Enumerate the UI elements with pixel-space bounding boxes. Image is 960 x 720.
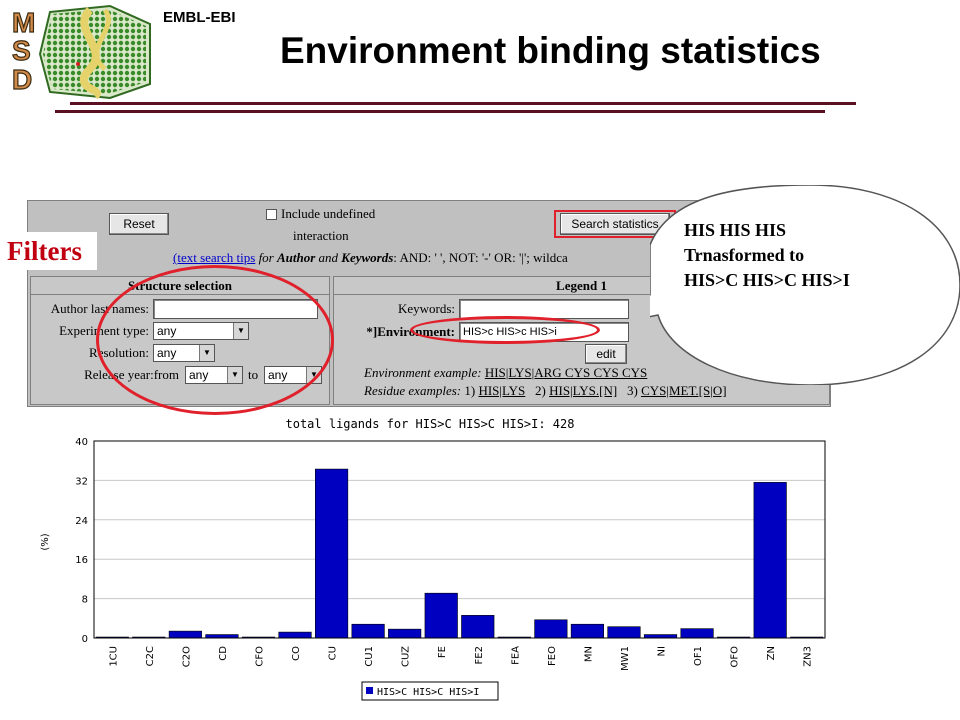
chart-bars [95, 468, 824, 639]
msd-logo: M S D [11, 4, 151, 99]
chart-plot-frame [93, 440, 826, 639]
res-ex2-num: 2) [535, 383, 546, 398]
x-tick-label: CO [291, 646, 302, 661]
bubble-text: HIS HIS HIS Trnasformed to HIS>C HIS>C H… [684, 218, 850, 293]
page-title: Environment binding statistics [280, 30, 821, 71]
logo-letter-d: D [12, 64, 32, 95]
bar-of1 [680, 628, 714, 639]
search-statistics-button[interactable]: Search statistics [560, 213, 670, 235]
include-undefined-label: Include undefined [281, 206, 376, 221]
bar-fe [424, 592, 458, 639]
bar-cd [205, 634, 239, 639]
x-tick-label: NI [657, 646, 668, 656]
title-rule-bottom [55, 110, 825, 113]
x-tick-label: C2C [145, 646, 156, 666]
y-tick-label: 24 [75, 516, 88, 527]
res-ex1-num: 1) [464, 383, 476, 398]
search-tips-line: (text search tips for Author and Keyword… [173, 250, 568, 266]
res-examples-label: Residue examples: [364, 383, 462, 398]
x-tick-label: OF1 [693, 646, 704, 666]
text-search-tips-link[interactable]: (text search tips [173, 250, 256, 265]
y-tick-label: 16 [75, 555, 88, 566]
x-tick-label: FEA [510, 646, 521, 665]
residue-examples: Residue examples: 1) HIS|LYS 2) HIS|LYS.… [364, 383, 727, 399]
bar-ni [643, 634, 678, 639]
bubble-line-3: HIS>C HIS>C HIS>I [684, 270, 850, 290]
x-tick-label: CD [218, 646, 229, 661]
res-ex1: HIS|LYS [478, 383, 526, 398]
res-ex3: CYS|MET.[S|O] [641, 383, 727, 398]
chart-x-ticks: 1CU C2C C2O CD CFO CO CU CU1 CUZ FE FE2 FEA FEO MN MW1… [108, 646, 813, 671]
legend-swatch [366, 687, 373, 694]
x-tick-label: 1CU [108, 646, 119, 667]
y-tick-label: 8 [82, 595, 88, 606]
bar-cu [314, 468, 349, 639]
x-tick-label: CUZ [401, 646, 412, 667]
chart-legend: HIS>C HIS>C HIS>I [361, 681, 499, 701]
org-name: EMBL-EBI [163, 9, 236, 26]
chart-title: total ligands for HIS>C HIS>C HIS>I: 428 [286, 417, 575, 431]
tips-author: Author [276, 250, 316, 265]
bar-feo [534, 619, 568, 639]
bar-fe2 [461, 615, 495, 639]
x-tick-label: ZN [766, 646, 777, 660]
bar-mw1 [607, 626, 641, 639]
bar-cuz [388, 628, 422, 639]
x-tick-label: CFO [254, 646, 265, 667]
y-tick-label: 32 [75, 476, 88, 487]
legend-box-frame [361, 681, 499, 701]
bar-zn [753, 482, 787, 639]
bar-cu1 [351, 623, 385, 639]
filters-callout: Filters [3, 232, 97, 270]
x-tick-label: OFO [730, 646, 741, 668]
x-tick-label: MN [583, 646, 594, 662]
filters-highlight-ring [96, 265, 334, 415]
y-tick-label: 0 [82, 634, 88, 645]
environment-highlight-ring [410, 316, 600, 344]
x-tick-label: FEO [547, 646, 558, 666]
logo-letter-m: M [12, 7, 35, 38]
reset-button[interactable]: Reset [109, 213, 169, 235]
res-ex2: HIS|LYS.[N] [549, 383, 618, 398]
bar-c2o [168, 630, 202, 639]
include-undefined-label-2: interaction [293, 228, 349, 243]
bar-co [278, 631, 312, 639]
ligand-bar-chart: total ligands for HIS>C HIS>C HIS>I: 428… [40, 417, 826, 701]
x-tick-label: CU [328, 646, 339, 660]
res-ex3-num: 3) [626, 383, 638, 398]
include-undefined-checkbox[interactable] [266, 209, 277, 220]
bubble-line-1: HIS HIS HIS [684, 220, 787, 240]
x-tick-label: MW1 [620, 646, 631, 671]
x-tick-label: ZN3 [803, 646, 814, 667]
x-tick-label: FE [437, 646, 448, 658]
keywords-label: Keywords: [397, 301, 455, 316]
x-tick-label: FE2 [474, 646, 485, 664]
tips-rest: : AND: ' ', NOT: '-' OR: '|'; wildca [393, 250, 568, 265]
bubble-line-2: Trnasformed to [684, 245, 805, 265]
tips-for: for [255, 250, 277, 265]
tips-and: and [315, 250, 342, 265]
bar-mn [570, 623, 605, 639]
x-tick-label: C2O [181, 646, 192, 667]
tips-keywords: Keywords [341, 250, 394, 265]
edit-button[interactable]: edit [585, 344, 627, 364]
chart-y-label: (%) [40, 533, 51, 550]
title-rule-top [70, 102, 856, 105]
y-tick-label: 40 [75, 437, 88, 448]
chart-y-ticks: 0 8 16 24 32 40 [75, 437, 88, 645]
chart-gridlines [94, 440, 825, 639]
logo-letter-s: S [12, 35, 31, 66]
environment-example: Environment example: HIS|LYS|ARG CYS CYS… [364, 365, 647, 381]
x-tick-label: CU1 [364, 646, 375, 667]
env-example-value: HIS|LYS|ARG CYS CYS CYS [484, 365, 648, 380]
env-example-label: Environment example: [364, 365, 482, 380]
legend-series-name: HIS>C HIS>C HIS>I [377, 687, 479, 698]
